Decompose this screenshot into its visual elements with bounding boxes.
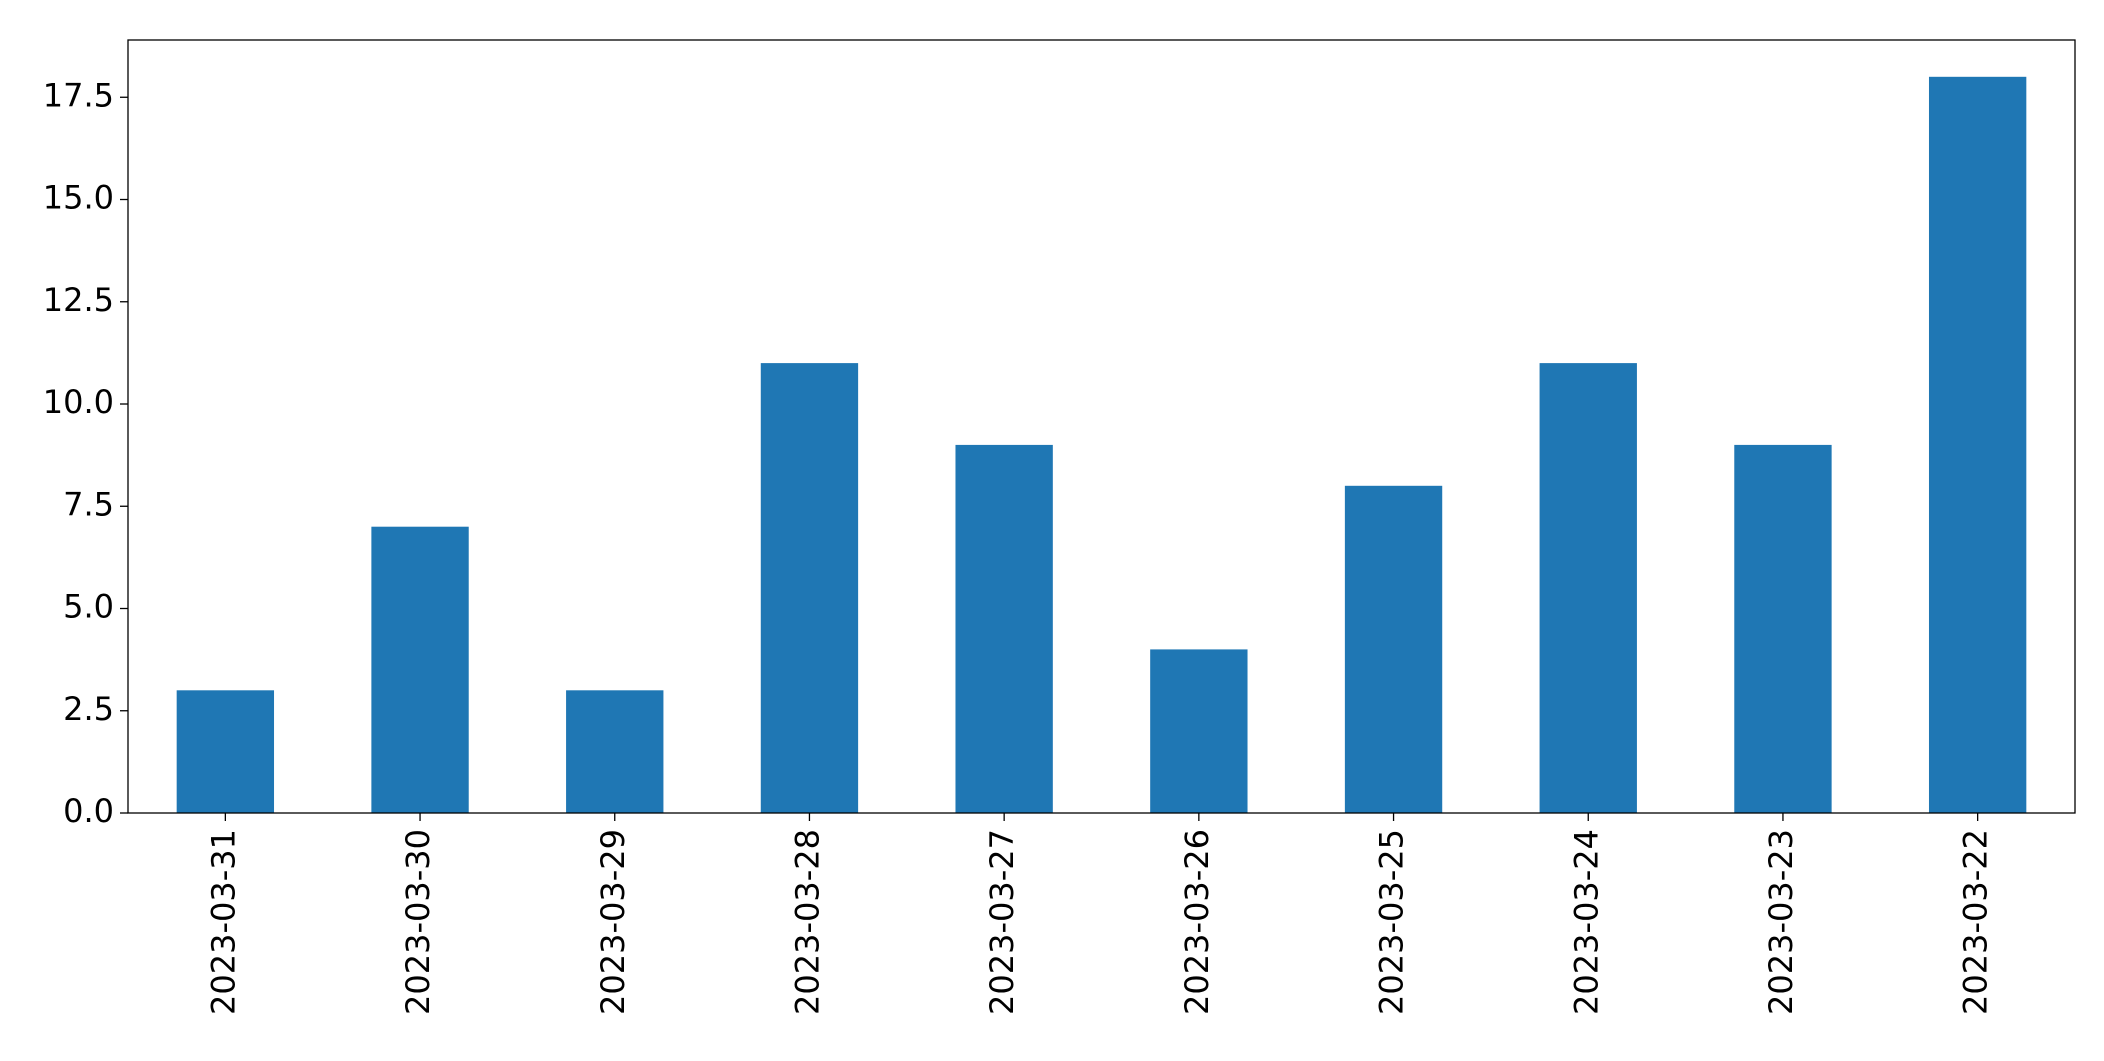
plot-frame (127, 39, 2076, 814)
x-tick-label: 2023-03-23 (1762, 829, 1800, 1015)
bar (371, 526, 469, 813)
bar (176, 690, 275, 813)
bar (1928, 76, 2027, 814)
y-tick-label: 5.0 (63, 588, 114, 626)
x-tick-label: 2023-03-22 (1957, 829, 1995, 1015)
x-tick-label: 2023-03-26 (1178, 829, 1216, 1015)
x-tick-label: 2023-03-29 (594, 829, 632, 1015)
y-tick-label: 17.5 (43, 76, 114, 114)
bar (1344, 485, 1443, 813)
y-tick-label: 7.5 (63, 485, 114, 523)
x-tick-label: 2023-03-25 (1373, 829, 1411, 1015)
y-tick-label: 10.0 (43, 383, 114, 421)
x-tick-label: 2023-03-27 (983, 829, 1021, 1015)
bar (1150, 649, 1248, 813)
x-tick-label: 2023-03-24 (1567, 829, 1605, 1015)
x-tick-label: 2023-03-31 (204, 829, 242, 1015)
y-tick-label: 15.0 (43, 179, 114, 217)
bar (1539, 363, 1637, 813)
y-tick-label: 0.0 (63, 792, 114, 830)
bar (1734, 444, 1832, 813)
y-tick-label: 12.5 (43, 281, 114, 319)
x-tick-label: 2023-03-30 (399, 829, 437, 1015)
bar (955, 444, 1053, 813)
y-tick-label: 2.5 (63, 690, 114, 728)
bar (760, 363, 859, 813)
x-tick-label: 2023-03-28 (788, 829, 826, 1015)
bar (566, 690, 664, 813)
